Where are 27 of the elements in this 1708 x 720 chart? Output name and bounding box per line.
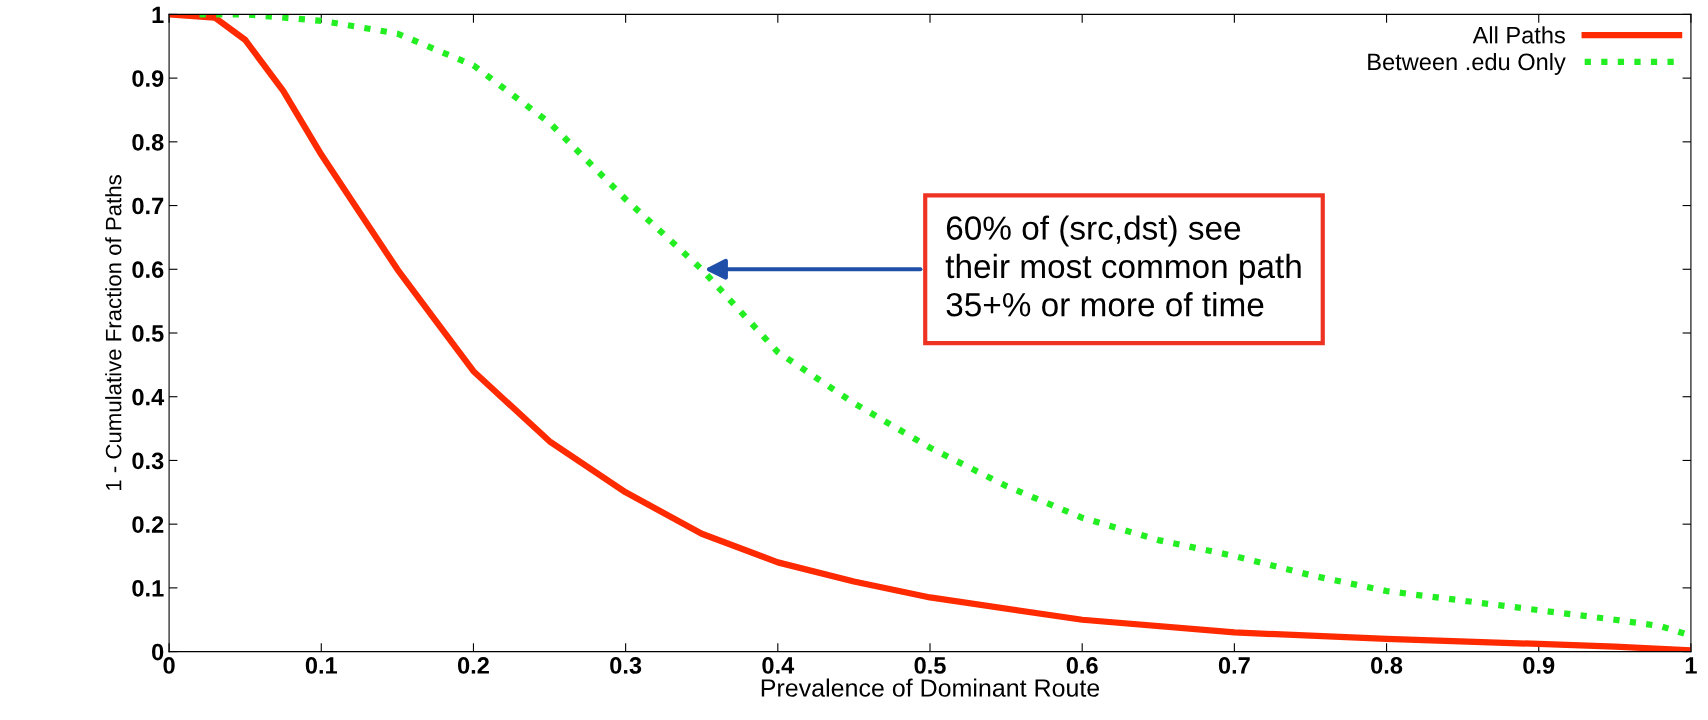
- annotation: 60% of (src,dst) see their most common path 35+% or more of time: [945, 215, 1301, 317]
- y-tick-label: 0.9: [132, 70, 164, 87]
- x-tick-label: 0.8: [1371, 657, 1403, 674]
- x-tick-label: 0.5: [914, 657, 946, 674]
- x-tick-label: 1: [1685, 657, 1697, 674]
- y-tick-label: 0: [152, 643, 164, 661]
- legend-label: Between .edu Only: [1368, 52, 1566, 75]
- x-tick-label: 0.3: [610, 657, 642, 674]
- y-tick-label: 0.8: [132, 133, 164, 151]
- y-tick-label: 0.4: [132, 388, 165, 406]
- x-tick-label: 0: [163, 657, 175, 674]
- x-tick-label: 0.1: [305, 657, 338, 674]
- y-tick-label: 0.5: [132, 325, 164, 342]
- x-axis-title: Prevalence of Dominant Route: [761, 678, 1100, 697]
- y-tick-label: 0.6: [132, 261, 164, 279]
- x-tick-label: 0.4: [762, 657, 795, 674]
- y-tick-label: 0.3: [132, 452, 164, 470]
- x-tick-label: 0.6: [1066, 657, 1098, 674]
- y-axis-title: 1 - Cumulative Fraction of Paths: [105, 175, 122, 490]
- legend-label: All Paths: [1472, 26, 1565, 44]
- x-tick-label: 0.9: [1523, 657, 1555, 674]
- y-tick-label: 1: [152, 6, 164, 23]
- y-tick-label: 0.1: [132, 579, 164, 597]
- x-tick-label: 0.7: [1218, 657, 1250, 674]
- y-tick-label: 0.7: [132, 197, 164, 215]
- x-tick-label: 0.2: [457, 657, 489, 674]
- y-tick-label: 0.2: [132, 516, 164, 533]
